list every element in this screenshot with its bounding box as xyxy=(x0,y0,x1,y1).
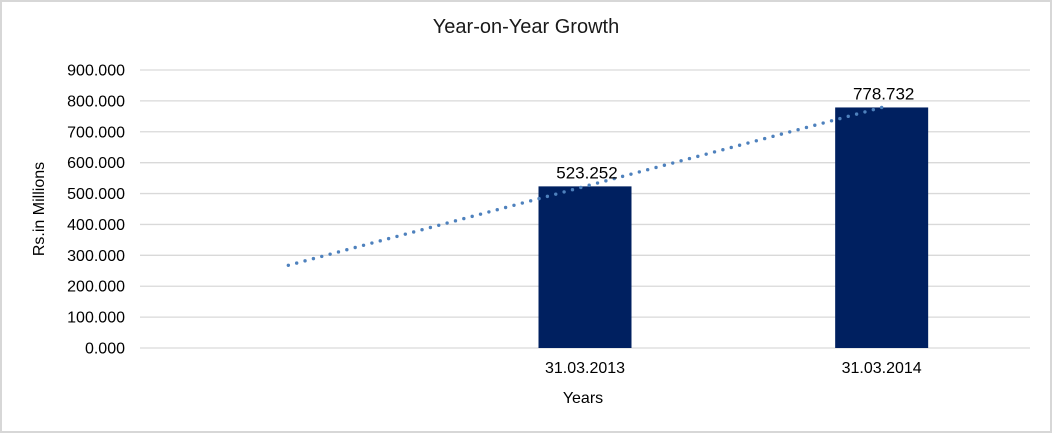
trendline-dot xyxy=(487,210,491,214)
x-tick-label: 31.03.2013 xyxy=(545,360,625,377)
x-axis-title: Years xyxy=(562,390,604,407)
trendline-dot xyxy=(871,107,876,112)
y-tick-label: 100.000 xyxy=(67,310,125,327)
trendline-dot xyxy=(478,212,483,216)
bar-data-label: 523.252 xyxy=(556,163,617,182)
trendline-dot xyxy=(428,225,433,230)
y-tick-label: 600.000 xyxy=(67,155,125,172)
trendline-dot xyxy=(779,132,784,136)
chart-title: Year-on-Year Growth xyxy=(432,16,620,38)
y-tick-label: 200.000 xyxy=(67,279,125,296)
trendline-dot xyxy=(294,261,299,265)
trendline-dot xyxy=(804,125,809,130)
trendline-dot xyxy=(453,219,458,223)
trendline-dot xyxy=(512,203,516,207)
trendline-dot xyxy=(286,263,291,267)
trendline-dot xyxy=(788,130,792,134)
y-tick-label: 0.000 xyxy=(85,341,125,358)
trendline-dot xyxy=(336,250,341,254)
trendline-dot xyxy=(520,201,525,205)
trendline-dot xyxy=(537,196,541,201)
y-tick-label: 700.000 xyxy=(67,124,125,141)
bar xyxy=(538,186,632,348)
trendline-dot xyxy=(721,147,725,152)
trendline-dot xyxy=(411,230,416,234)
trendline-dot xyxy=(854,112,859,116)
trendline-dot xyxy=(320,254,324,259)
trendline-dot xyxy=(737,143,742,147)
bar-data-label: 778.732 xyxy=(853,84,914,103)
trendline-dot xyxy=(696,154,700,159)
trendline-dot xyxy=(612,176,616,181)
trendline-dot xyxy=(704,152,708,156)
trendline-dot xyxy=(712,150,717,154)
trendline-dot xyxy=(345,248,349,252)
trendline-dot xyxy=(378,239,382,243)
trendline-dot xyxy=(545,194,550,199)
y-tick-label: 300.000 xyxy=(67,248,125,265)
trendline-dot xyxy=(420,228,424,232)
trendline-dot xyxy=(637,170,642,174)
trendline-dot xyxy=(729,145,733,150)
y-tick-label: 400.000 xyxy=(67,217,125,234)
trendline-dot xyxy=(679,159,683,163)
trendline-dot xyxy=(570,188,575,192)
trendline-dot xyxy=(562,190,566,194)
trendline-dot xyxy=(821,121,825,125)
trendline-dot xyxy=(829,119,834,123)
trendline-dot xyxy=(762,136,767,141)
trendline-dot xyxy=(554,192,558,196)
trendline-dot xyxy=(528,199,533,203)
bar xyxy=(835,107,929,348)
trendline-dot xyxy=(395,234,399,239)
trendline-dot xyxy=(495,208,499,212)
trendline-dot xyxy=(403,232,408,236)
trendline-dot xyxy=(671,161,675,165)
trendline-dot xyxy=(587,183,591,187)
trendline-dot xyxy=(654,165,658,170)
trendline-dot xyxy=(687,156,692,161)
trendline-dot xyxy=(370,241,374,245)
trendline-dot xyxy=(629,172,633,176)
trendline-dot xyxy=(620,174,625,179)
trendline-dot xyxy=(754,139,759,143)
y-tick-label: 500.000 xyxy=(67,186,125,203)
trendline-dot xyxy=(437,223,441,227)
trendline-dot xyxy=(846,114,850,119)
y-tick-label: 900.000 xyxy=(67,63,125,80)
trendline-dot xyxy=(303,259,307,263)
trendline-dot xyxy=(361,243,366,247)
trendline-dot xyxy=(838,116,842,121)
y-tick-label: 800.000 xyxy=(67,93,125,110)
trendline-dot xyxy=(579,185,583,190)
trendline-dot xyxy=(813,123,817,127)
trendline-dot xyxy=(879,105,884,110)
trendline-dot xyxy=(604,179,608,183)
trendline-dot xyxy=(311,256,316,261)
trendline-dot xyxy=(771,134,775,139)
trendline-dot xyxy=(595,181,600,185)
trendline-dot xyxy=(863,110,867,114)
trendline-dot xyxy=(662,163,667,167)
trendline-dot xyxy=(796,127,800,132)
trendline-dot xyxy=(386,236,391,241)
trendline-dot xyxy=(645,168,650,172)
trendline-dot xyxy=(328,252,332,256)
trendline-dot xyxy=(462,216,466,221)
trendline-dot xyxy=(503,205,508,210)
trendline-dot xyxy=(353,245,357,250)
trendline-dot xyxy=(746,141,750,145)
trendline-dot xyxy=(445,221,449,225)
x-tick-label: 31.03.2014 xyxy=(842,360,922,377)
trendline-dot xyxy=(470,214,474,219)
